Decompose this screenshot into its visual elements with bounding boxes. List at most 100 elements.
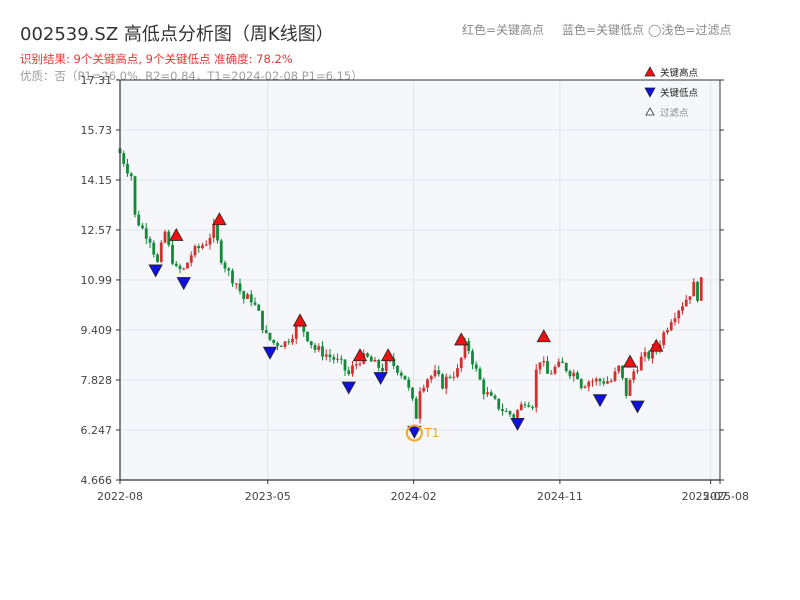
candle-body [167, 231, 171, 245]
candle-body [219, 240, 223, 263]
key-high-marker [292, 313, 308, 327]
key-low-marker [592, 394, 608, 408]
key-high-marker [352, 348, 368, 362]
candle-body [129, 173, 133, 177]
candle-body [201, 245, 204, 249]
candle-body [377, 359, 381, 368]
candle-body [579, 379, 583, 388]
candle-body [178, 265, 182, 269]
candle-body [242, 291, 246, 299]
candle-body [699, 277, 703, 301]
candle-body [253, 302, 257, 305]
candle-body [684, 299, 688, 307]
t1-label: T1 [423, 426, 439, 440]
candle-body [493, 395, 497, 399]
candle-body [666, 330, 669, 333]
key-high-marker [454, 332, 469, 346]
candle-body [482, 379, 486, 395]
candle-body [204, 244, 208, 246]
y-tick-label: 12.57 [81, 224, 113, 237]
candle-body [572, 372, 576, 377]
candle-body [692, 281, 696, 297]
key-high-marker [536, 329, 551, 343]
candle-body [302, 321, 306, 332]
candle-body [343, 359, 347, 371]
candle-body [272, 339, 276, 344]
y-tick-label: 9.409 [81, 324, 113, 337]
y-tick-label: 4.666 [81, 474, 113, 487]
candle-body [598, 378, 602, 382]
key-low-marker [341, 381, 356, 395]
candle-body [317, 346, 321, 350]
axes: 4.666 6.247 7.828 9.409 10.99 12.57 14.15 15.73… [81, 74, 749, 503]
x-tick-label: 2025-07 [682, 490, 728, 503]
candle-body [561, 361, 564, 364]
candle-body [486, 392, 489, 395]
candle-body [291, 338, 294, 343]
candle-body [347, 370, 351, 374]
legend-filtered-icon [645, 107, 655, 116]
candle-body [519, 404, 523, 411]
candle-body [403, 375, 407, 380]
x-tick-label: 2024-11 [537, 490, 583, 503]
key-low-marker [176, 277, 191, 291]
candle-body [688, 296, 692, 300]
recognition-result-text: 识别结果: 9个关键高点, 9个关键低点 准确度: 78.2% [20, 52, 293, 66]
candle-body [137, 214, 141, 226]
candle-body [426, 379, 429, 388]
x-tick-label: 2023-05 [245, 490, 291, 503]
candle-body [313, 345, 317, 350]
candle-body [396, 365, 399, 373]
key-high-marker [622, 354, 638, 368]
candle-body [422, 387, 426, 392]
candle-body [358, 363, 362, 365]
candle-body [456, 368, 459, 377]
candle-body [651, 347, 654, 359]
candle-body [148, 238, 152, 243]
candle-body [193, 246, 197, 256]
candle-body [264, 330, 268, 333]
y-tick-label: 7.828 [81, 374, 113, 387]
candle-body [643, 351, 647, 357]
candle-body [294, 326, 298, 339]
key-high-marker [380, 348, 396, 362]
candle-body [321, 346, 324, 357]
candle-body [583, 386, 587, 388]
candle-body [677, 310, 681, 319]
candle-body [576, 372, 579, 380]
candle-body [587, 381, 591, 387]
candle-body [531, 406, 534, 408]
y-tick-label: 6.247 [81, 424, 113, 437]
candle-body [182, 268, 186, 270]
legend-high-icon [644, 66, 656, 77]
candle-body [411, 387, 414, 399]
candle-body [628, 379, 632, 396]
key-high-marker [169, 228, 184, 241]
candle-body [444, 376, 448, 389]
candle-body [632, 371, 636, 380]
candle-body [418, 391, 422, 419]
candle-body [639, 356, 643, 371]
candle-body [309, 341, 313, 346]
candle-body [152, 242, 156, 255]
candle-body [591, 381, 594, 383]
legend-label: 关键高点 [660, 67, 699, 79]
candle-body [381, 367, 384, 372]
candle-body [681, 306, 684, 311]
candle-body [306, 331, 309, 342]
candle-body [261, 310, 264, 331]
candle-body [287, 341, 291, 343]
candle-body [433, 370, 437, 377]
candle-body [594, 378, 598, 382]
y-tick-label: 10.99 [81, 274, 113, 287]
candle-body [223, 262, 227, 269]
key-low-marker [630, 400, 645, 414]
candle-body [624, 378, 628, 396]
candle-body [512, 414, 516, 418]
top-legend-low: 蓝色=关键低点 [562, 23, 645, 37]
candle-body [463, 340, 467, 358]
candle-body [257, 304, 261, 311]
candle-body [407, 379, 411, 388]
candle-body [534, 369, 538, 408]
